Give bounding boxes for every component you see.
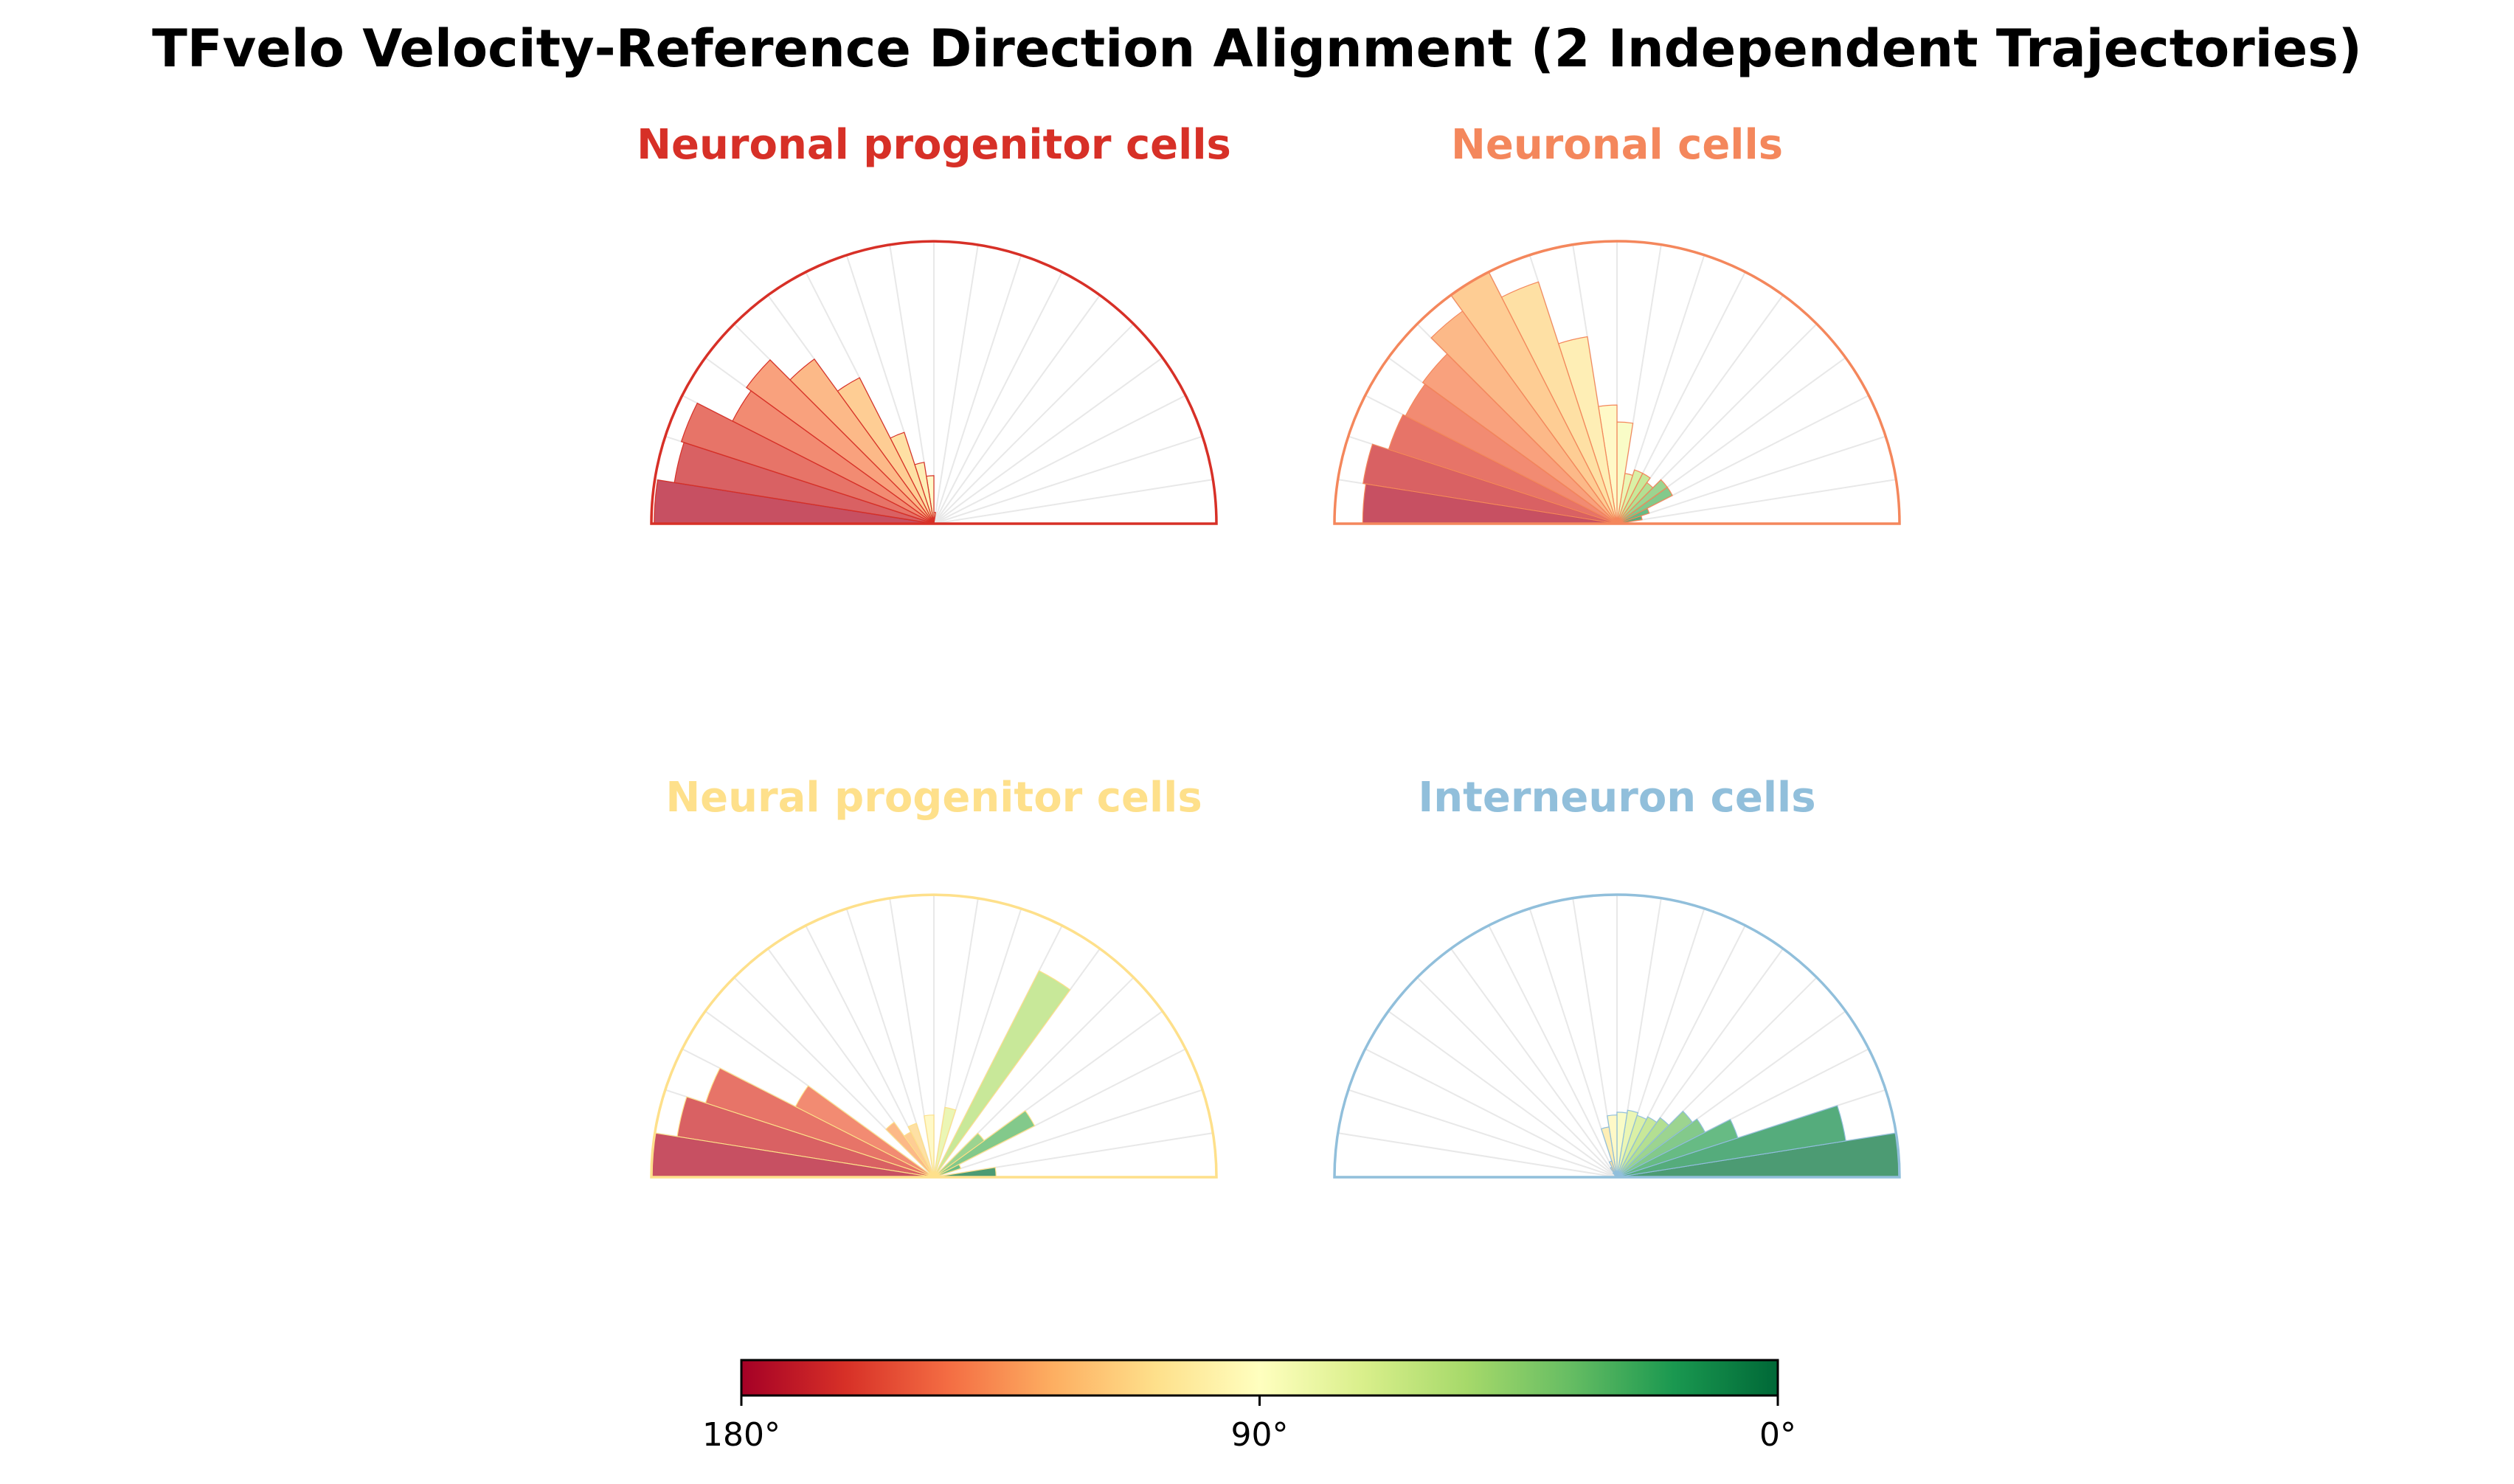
- grid-line: [933, 271, 1063, 524]
- grid-line: [1616, 435, 1886, 524]
- grid-line: [1416, 977, 1618, 1178]
- histogram-wedge: [933, 1132, 986, 1178]
- histogram-wedge: [1616, 1117, 1670, 1178]
- grid-line: [933, 395, 1186, 524]
- grid-line: [933, 244, 979, 524]
- panel-title: Neuronal progenitor cells: [637, 121, 1231, 169]
- panel-title: Neuronal cells: [1451, 121, 1783, 169]
- histogram-wedge: [1422, 353, 1618, 524]
- grid-line: [933, 323, 1135, 524]
- histogram-wedge: [1616, 1109, 1639, 1178]
- panel-neuronal-progenitor-cells: Neuronal progenitor cells: [637, 121, 1231, 525]
- grid-line: [933, 294, 1101, 524]
- grid-line: [1348, 1089, 1618, 1178]
- histogram-wedge: [1616, 469, 1644, 524]
- grid-line: [1488, 925, 1618, 1178]
- histogram-wedge: [885, 1121, 935, 1178]
- panel-neural-progenitor-cells: Neural progenitor cells: [650, 774, 1218, 1179]
- grid-line: [933, 435, 1203, 524]
- histogram-wedge: [1616, 1116, 1658, 1178]
- grid-line: [1365, 1048, 1618, 1178]
- histogram-wedge: [1616, 1112, 1628, 1178]
- histogram-wedge: [1616, 479, 1669, 524]
- polar-frame: [650, 893, 1218, 1179]
- histogram-wedge: [1616, 1110, 1694, 1178]
- polar-frame: [650, 240, 1218, 525]
- histogram-wedge: [1616, 1118, 1739, 1178]
- grid-line: [933, 357, 1163, 524]
- figure-title: TFvelo Velocity-Reference Direction Alig…: [152, 18, 2362, 79]
- grid-line: [933, 479, 1213, 524]
- histogram-wedge: [933, 1106, 957, 1178]
- histogram-wedge: [933, 970, 1071, 1178]
- histogram-wedge: [933, 1110, 1036, 1178]
- angle-colorbar: 180° 90° 0°: [702, 1359, 1796, 1454]
- histogram-wedge: [924, 1114, 935, 1178]
- histogram-wedge: [1362, 443, 1618, 524]
- grid-line: [1388, 1010, 1618, 1178]
- panel-neuronal-cells: Neuronal cells: [1333, 121, 1901, 525]
- histogram-wedge: [1616, 1105, 1846, 1178]
- colorbar-tick-label: 90°: [1231, 1416, 1289, 1454]
- polar-frame: [1333, 893, 1901, 1179]
- colorbar-tick-label: 180°: [702, 1416, 780, 1454]
- grid-line: [1616, 479, 1897, 524]
- histogram-wedge: [680, 402, 935, 524]
- histogram-wedge: [1430, 310, 1618, 524]
- panel-title: Interneuron cells: [1418, 774, 1815, 822]
- grid-line: [933, 254, 1022, 524]
- grid-line: [1450, 948, 1618, 1178]
- panel-title: Neural progenitor cells: [665, 774, 1202, 822]
- colorbar-tick-label: 0°: [1759, 1416, 1796, 1454]
- grid-line: [1337, 1132, 1618, 1178]
- panel-interneuron-cells: Interneuron cells: [1333, 774, 1901, 1179]
- polar-frame: [1333, 240, 1901, 525]
- histogram-wedge: [746, 359, 935, 524]
- histogram-wedge: [1616, 1118, 1706, 1178]
- grid-line: [933, 1089, 1203, 1178]
- colorbar-gradient: [740, 1359, 1779, 1397]
